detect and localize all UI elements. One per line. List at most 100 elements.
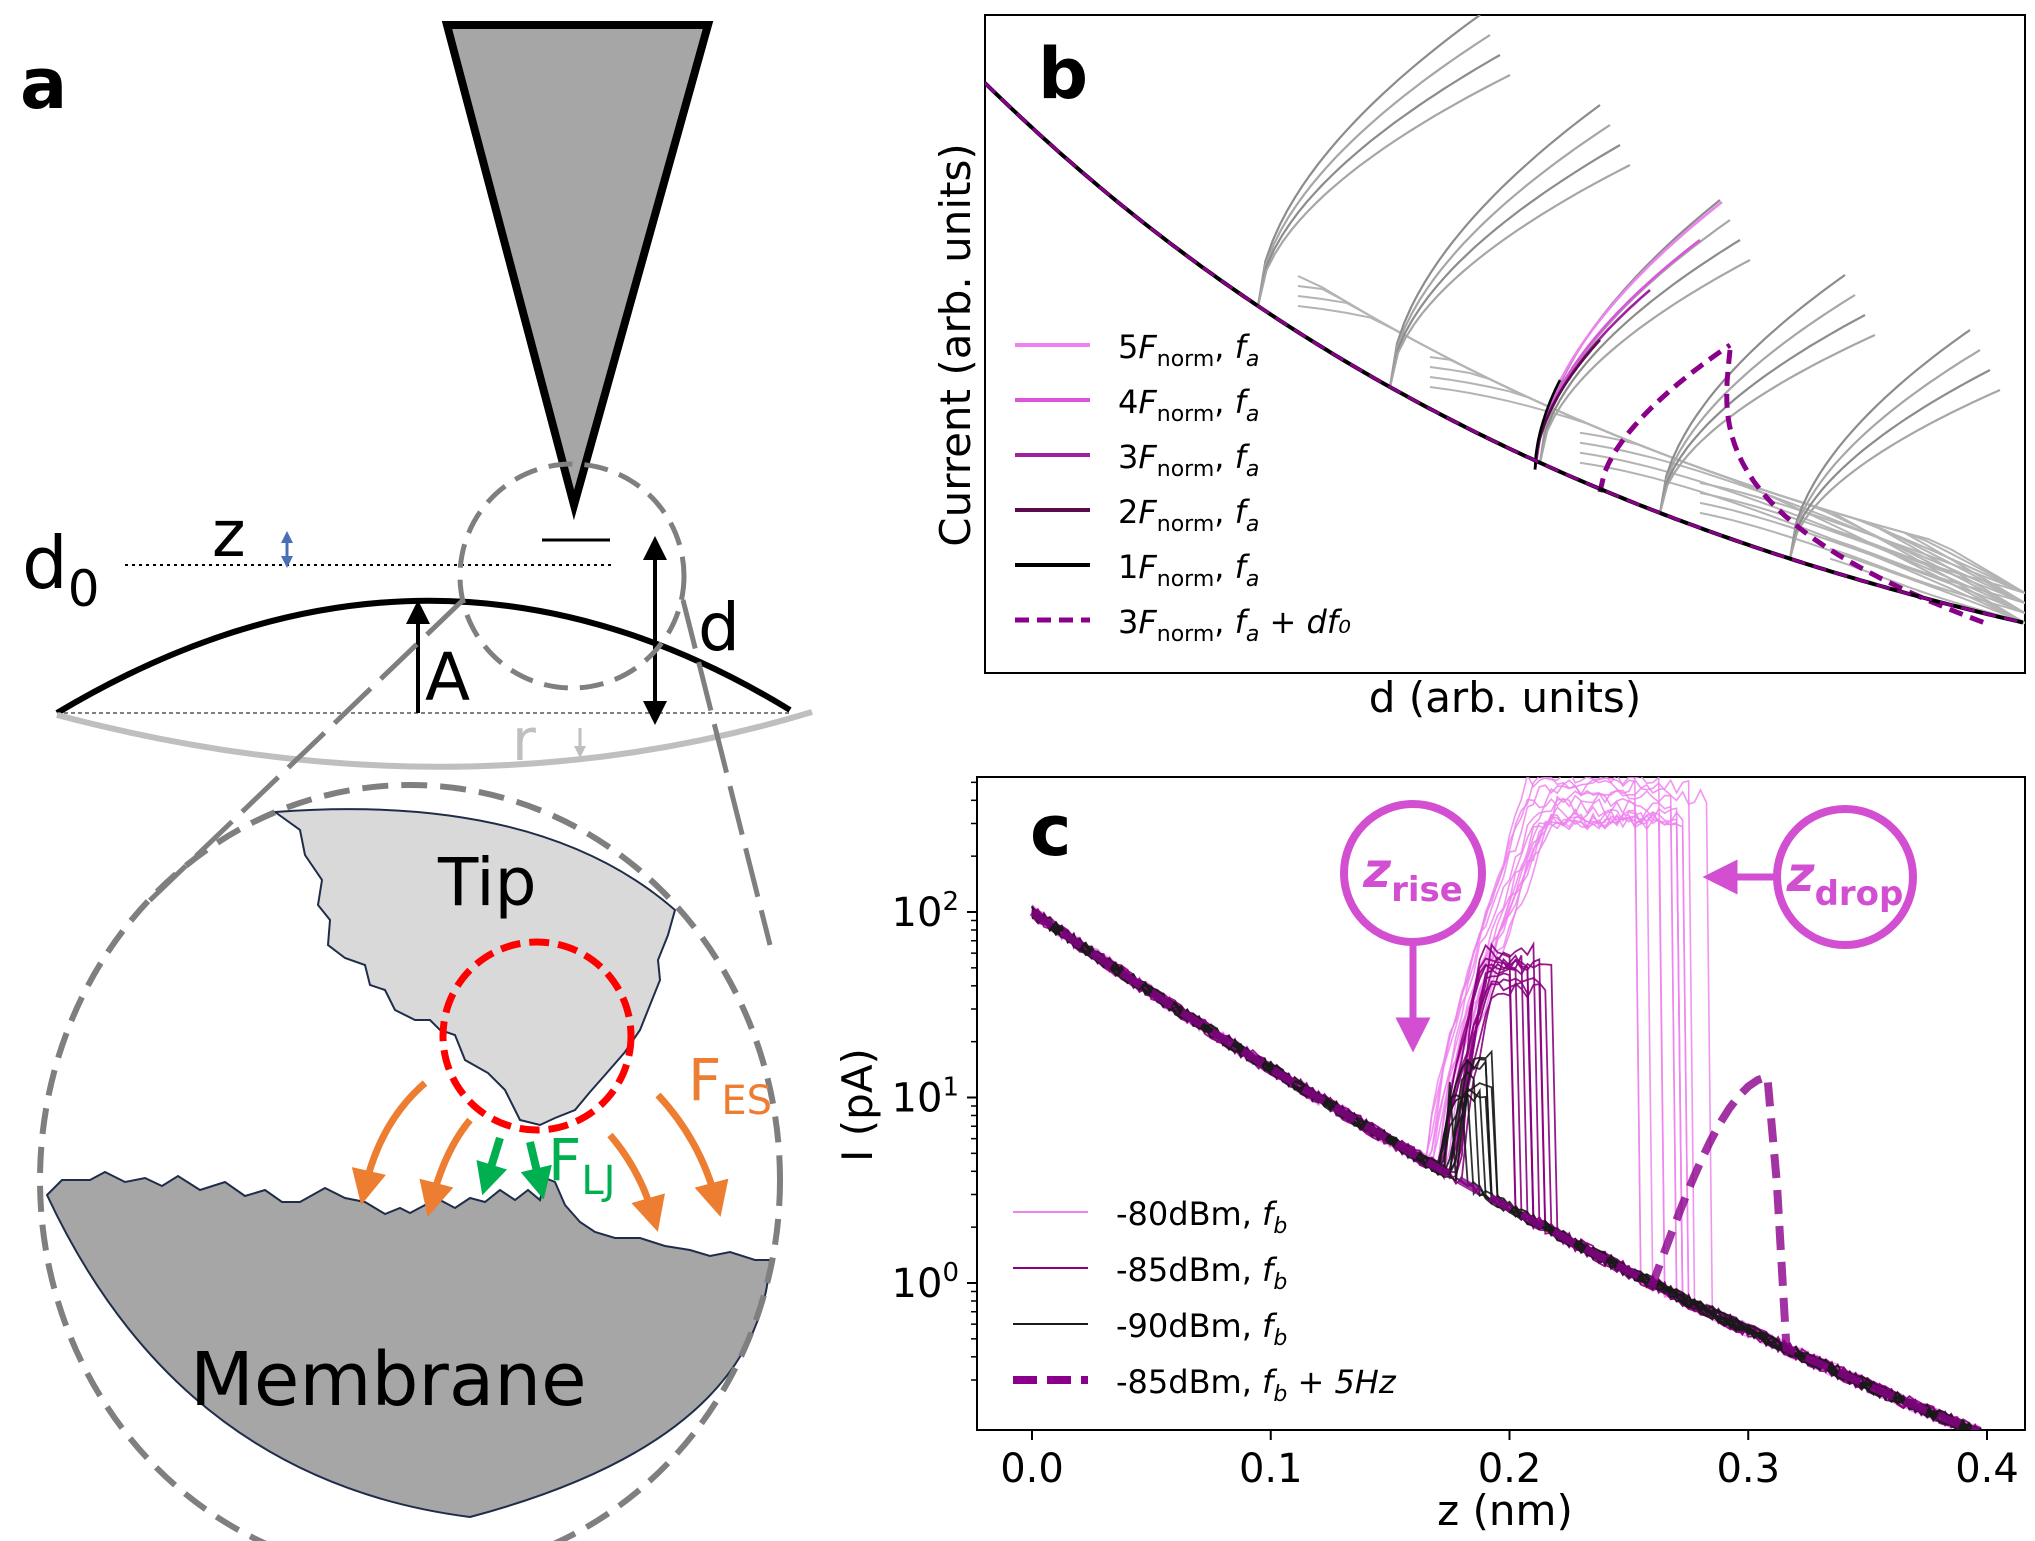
probe-tip	[441, 21, 714, 521]
panel-c-letter: c	[1030, 790, 1072, 872]
panel-b-curves	[985, 15, 2025, 626]
trace-s3-1	[1031, 905, 1982, 1430]
es-arrow-3	[607, 1132, 665, 1232]
legend-c-label-2: -85dBm, fb	[1116, 1251, 1287, 1295]
legend-b-label-5: 1Fnorm, fa	[1118, 548, 1259, 592]
branch-series-dashed	[1597, 342, 1732, 493]
membrane-label: Membrane	[190, 1337, 587, 1423]
trace-s2-9	[1031, 912, 1979, 1430]
tip-region	[272, 808, 677, 1127]
panel-b-legend: 5Fnorm, fa 4Fnorm, fa 3Fnorm, fa 2Fnorm, fa…	[1015, 328, 1351, 647]
panel-b-ylabel: Current (arb. units)	[931, 143, 980, 547]
d-label: d	[698, 589, 740, 666]
zrise-circle	[1340, 800, 1486, 946]
branch-gray-2-2	[1538, 239, 1741, 464]
contact-circle	[439, 938, 635, 1134]
A-label: A	[425, 639, 470, 716]
trace-s2-5	[1031, 913, 1977, 1430]
branch-series-1	[1533, 200, 1723, 470]
panel-b-frame	[984, 14, 2026, 674]
trace-s3-9	[1031, 913, 1971, 1430]
c-xtick-label-4: 0.4	[1955, 1446, 2019, 1492]
branch-gray-2-3	[1538, 259, 1751, 464]
branch-gray-low-0-0	[1297, 305, 2025, 624]
c-xtick-label-0: 0.0	[1000, 1446, 1064, 1492]
branch-gray-3-1	[1658, 294, 1856, 514]
legend-c-label-3: -90dBm, fb	[1116, 1307, 1287, 1351]
trace-s3-7	[1031, 914, 1979, 1430]
lj-arrow-1	[476, 1136, 508, 1196]
r-label: r	[512, 706, 536, 774]
branch-gray-0-0	[1256, 15, 1481, 307]
branch-gray-low-2-3	[1579, 431, 2025, 594]
enlarged-view-outline	[37, 782, 783, 1541]
branch-gray-low-4-3	[1829, 527, 2025, 594]
membrane-arc	[55, 597, 792, 716]
fes-label: FES	[688, 1046, 772, 1124]
membrane-rest-arc	[56, 709, 813, 770]
trace-s2-7	[1031, 905, 1970, 1430]
branch-gray-4-0	[1788, 329, 1971, 559]
branch-gray-1-2	[1388, 144, 1621, 388]
branch-gray-3-0	[1658, 274, 1846, 514]
zoom-ellipse	[457, 461, 687, 691]
panel-b-xlabel: d (arb. units)	[1369, 673, 1641, 722]
legend-b-label-6: 3Fnorm, fa + df₀	[1118, 603, 1351, 647]
legend-b-label-1: 5Fnorm, fa	[1118, 328, 1259, 372]
branch-gray-2-0	[1538, 199, 1721, 463]
panel-c-curves	[1029, 777, 1982, 1430]
c-xtick-label-3: 0.3	[1716, 1446, 1780, 1492]
branch-gray-4-2	[1788, 369, 1991, 559]
branch-gray-low-4-1	[1829, 547, 2025, 614]
branch-gray-3-2	[1658, 314, 1866, 514]
panel-c-frame	[976, 776, 2026, 1431]
legend-b-label-4: 2Fnorm, fa	[1118, 493, 1259, 537]
c-xtick-label-2: 0.2	[1478, 1446, 1542, 1492]
legend-b-label-2: 4Fnorm, fa	[1118, 383, 1259, 427]
panel-b-letter: b	[1038, 33, 1088, 115]
trace-s3-5	[1031, 906, 1980, 1430]
branch-series-5	[1533, 379, 1562, 470]
panel-a-letter: a	[20, 43, 67, 125]
branch-gray-1-3	[1388, 164, 1631, 388]
c-ytick-label-0: 102	[892, 887, 959, 936]
zoom-line-right	[680, 599, 773, 946]
c-ytick-label-1: 101	[892, 1073, 959, 1122]
panel-c: c I (pA) z (nm) 0.0 0.1 0.2 0.3 0.4 102 101 100…	[833, 776, 2026, 1535]
es-arrow-2	[419, 1117, 473, 1217]
trace-dashed	[1029, 908, 1980, 1430]
branch-series-2	[1533, 238, 1701, 470]
z-label: z	[212, 498, 246, 572]
branch-gray-1-0	[1388, 104, 1601, 388]
c-ytick-label-2: 100	[892, 1258, 959, 1307]
zrise-label: zrise	[1362, 843, 1463, 910]
panel-c-axes: 0.0 0.1 0.2 0.3 0.4 102 101 100	[892, 781, 2019, 1492]
panel-a: a d0 z A d r Tip Membrane	[20, 21, 813, 1541]
branch-gray-low-3-0	[1699, 511, 2025, 624]
trace-s3-2	[1031, 911, 1980, 1430]
branch-gray-low-3-3	[1699, 481, 2025, 594]
trace-s2-4	[1031, 911, 1979, 1430]
panel-c-ylabel: I (pA)	[833, 1048, 882, 1162]
trace-s3-3	[1031, 913, 1981, 1430]
panel-c-xlabel: z (nm)	[1437, 1486, 1573, 1535]
branch-gray-1-1	[1388, 124, 1611, 388]
trace-s3-4	[1031, 912, 1982, 1430]
zdrop-label: zdrop	[1786, 847, 1904, 914]
trace-s2-3	[1031, 914, 1982, 1430]
legend-b-label-3: 3Fnorm, fa	[1118, 438, 1259, 482]
panel-b: b Current (arb. units) d (arb. units) 5F…	[931, 14, 2026, 722]
membrane-region	[45, 1170, 772, 1519]
branch-gray-4-3	[1788, 388, 2001, 559]
branch-series-dashed-low	[1724, 349, 1986, 626]
trace-s2-10	[1031, 906, 1981, 1430]
lj-arrow-2	[520, 1141, 552, 1200]
branch-gray-0-1	[1256, 34, 1491, 307]
d0-label: d0	[22, 521, 100, 618]
trace-s3-0	[1031, 906, 1974, 1430]
branch-gray-0-3	[1256, 74, 1511, 307]
branch-gray-low-3-2	[1699, 491, 2025, 604]
es-arrow-1	[351, 1080, 428, 1206]
branch-gray-low-2-0	[1579, 461, 2025, 624]
